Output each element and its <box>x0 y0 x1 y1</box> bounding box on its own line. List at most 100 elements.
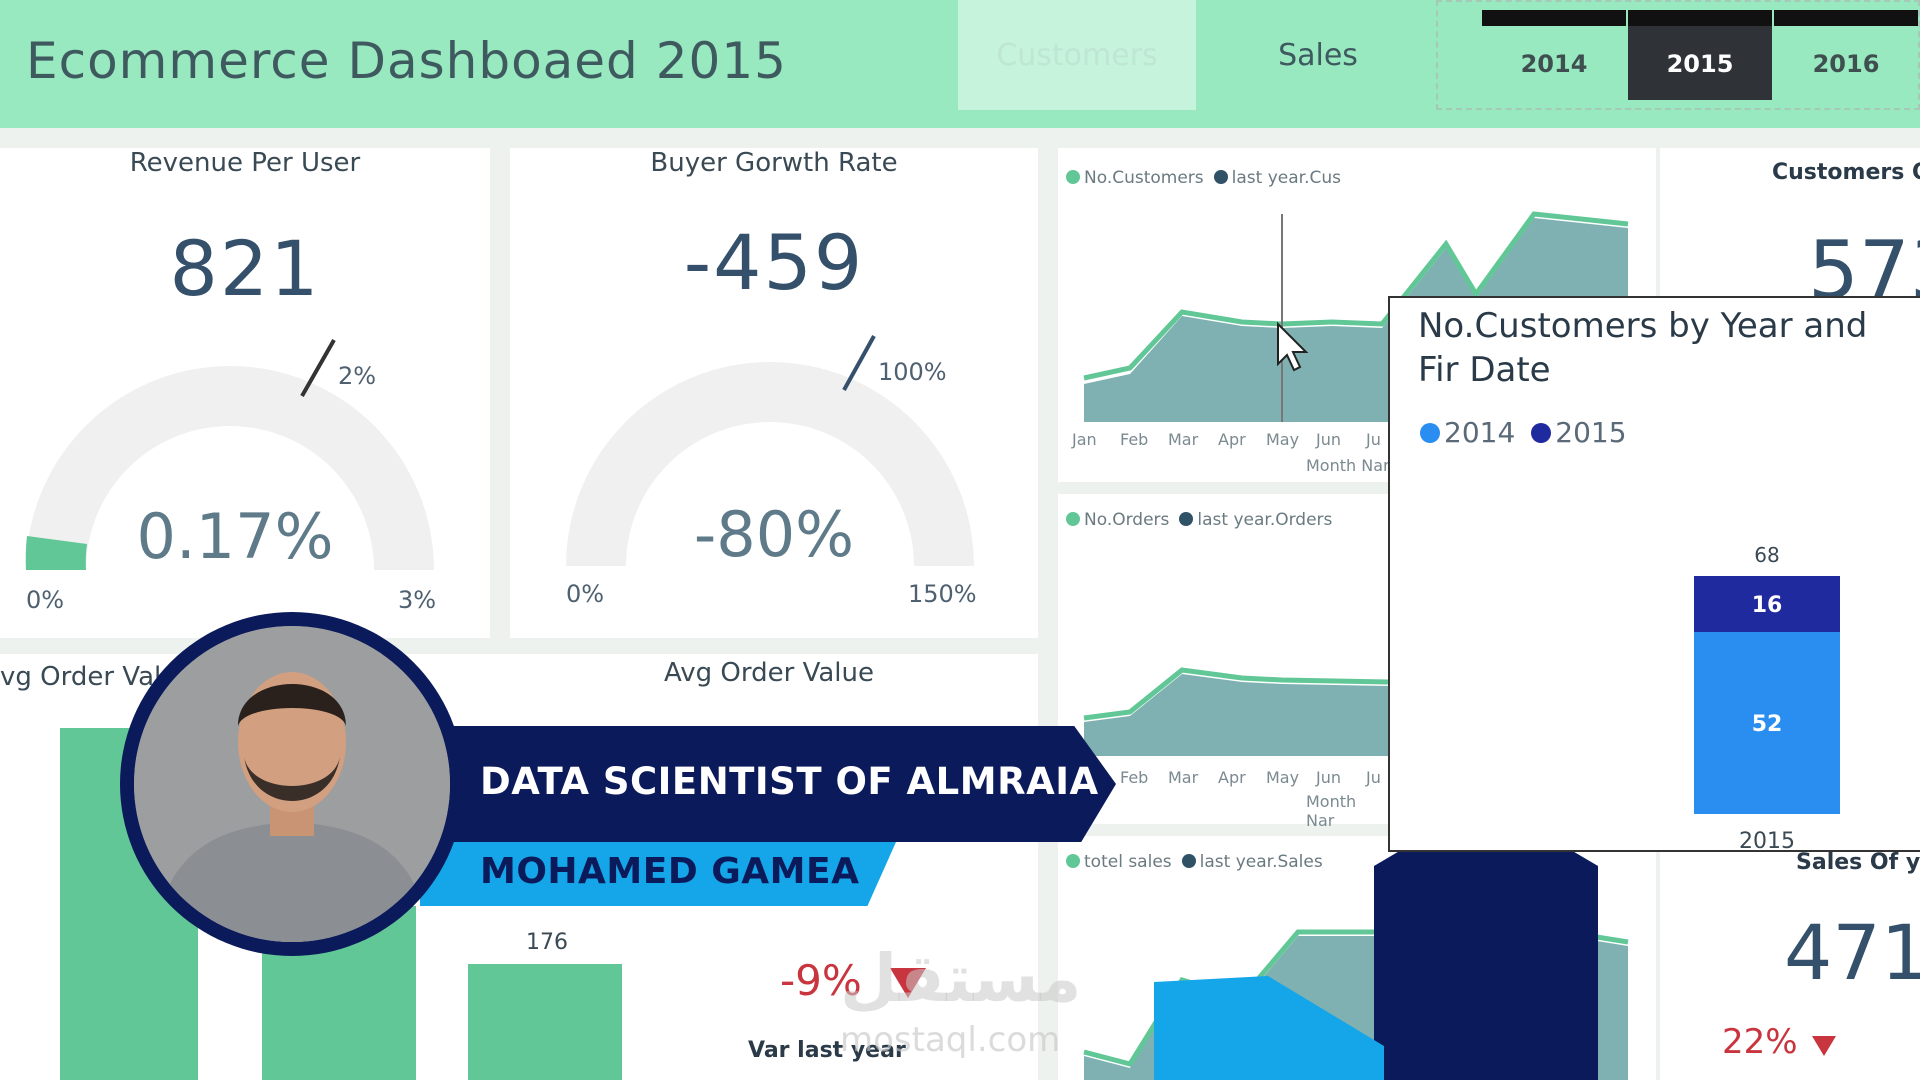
x-tick-label: Ju <box>1366 430 1381 449</box>
down-triangle-icon <box>1812 1036 1836 1056</box>
gauge-track <box>566 362 974 566</box>
buyer-growth-value: -459 <box>683 218 865 307</box>
legend-item: 2014 <box>1420 416 1515 449</box>
revenue-per-user-value: 821 <box>169 224 321 313</box>
x-axis-title: Month Nar <box>1306 456 1390 475</box>
watermark-arabic: مستقل <box>840 940 1082 1017</box>
chart-legend: totel sales last year.Sales <box>1066 852 1323 872</box>
area-series <box>1084 674 1388 756</box>
x-tick-label: May <box>1266 768 1300 787</box>
tab-customers[interactable]: Customers <box>958 0 1196 110</box>
down-triangle-icon <box>890 968 926 998</box>
x-tick-label: Apr <box>1218 768 1246 787</box>
card-title: Avg Order Value <box>664 658 874 688</box>
sales-chart-card: totel sales last year.Sales <box>1058 800 1656 1080</box>
legend-item: last year.Orders <box>1179 510 1332 530</box>
legend-item: No.Customers <box>1066 168 1204 188</box>
x-tick-label: Feb <box>1120 430 1149 449</box>
x-tick-label: Apr <box>1218 430 1246 449</box>
gauge-target-label: 2% <box>338 362 377 390</box>
gauge-track <box>26 366 434 570</box>
tab-sales[interactable]: Sales <box>1278 37 1358 73</box>
sales-kpi-card: Sales Of ye 471 22% <box>1660 836 1920 1080</box>
year-slicer: 2014 2015 2016 <box>1436 0 1920 110</box>
legend-dot <box>1181 854 1196 868</box>
chart-legend: No.Orders last year.Orders <box>1066 510 1332 530</box>
bar-label: 176 <box>526 930 568 955</box>
gauge-fill <box>25 536 87 570</box>
legend-item: last year.Sales <box>1181 852 1323 872</box>
tooltip-title: No.Customers by Year and Fir Date <box>1418 306 1868 390</box>
buyer-growth-gauge <box>566 335 974 566</box>
x-tick-label: Mar <box>1168 768 1199 787</box>
x-tick-label: May <box>1266 430 1300 449</box>
presenter-role-banner <box>420 726 1116 842</box>
avatar <box>134 626 450 942</box>
gauge-target-label: 100% <box>878 358 947 386</box>
legend-dot <box>1213 170 1228 184</box>
gauge-percent: -80% <box>693 498 855 571</box>
tooltip-bar-chart: 52 16 68 2015 <box>1694 543 1840 854</box>
bar-segment-2015 <box>1694 576 1840 632</box>
x-category-label: 2015 <box>1739 829 1795 854</box>
x-tick-label: Ju <box>1366 768 1381 787</box>
revenue-gauge <box>25 339 434 570</box>
bar-total-label: 68 <box>1754 543 1779 567</box>
sales-area-plot <box>1083 800 1629 1080</box>
watermark-latin: mostaql.com <box>840 1020 1061 1060</box>
legend-item: totel sales <box>1066 852 1172 872</box>
customers-tooltip: No.Customers by Year and Fir Date 2014 2… <box>1388 296 1920 854</box>
cursor-icon <box>1277 321 1309 372</box>
x-tick-label: Feb <box>1120 768 1149 787</box>
sales-kpi-title: Sales Of ye <box>1796 850 1920 875</box>
x-tick-label: Jan <box>1072 430 1097 449</box>
buyer-growth-card: Buyer Gorwth Rate -459 100% -80% 0% 150% <box>510 148 1038 638</box>
sales-kpi-value: 471 <box>1784 908 1920 997</box>
avg-order-change-label: Var last year <box>748 1038 906 1063</box>
hexagon-decor-light <box>1154 976 1384 1080</box>
hexagon-decor-dark <box>1374 800 1598 1080</box>
gauge-max-label: 150% <box>908 580 977 608</box>
dashboard-title: Ecommerce Dashboaed 2015 <box>26 32 787 90</box>
presenter-name: MOHAMED GAMEA <box>480 851 860 892</box>
legend-dot <box>1179 512 1194 526</box>
legend-dot <box>1066 854 1080 868</box>
legend-dot <box>1531 423 1552 443</box>
presenter-name-banner <box>420 842 896 906</box>
x-axis-title: Month Nar <box>1306 792 1357 830</box>
year-button-2014[interactable]: 2014 <box>1482 10 1626 100</box>
presenter-role: DATA SCIENTIST OF ALMRAIA <box>480 760 1099 803</box>
tooltip-legend: 2014 2015 <box>1420 416 1627 449</box>
year-button-2015[interactable]: 2015 <box>1628 10 1772 100</box>
customers-kpi-card: Customers Of 573 <box>1660 148 1920 317</box>
chart-legend: No.Customers last year.Cus <box>1066 168 1341 188</box>
legend-item: No.Orders <box>1066 510 1169 530</box>
gauge-target-line <box>842 335 876 391</box>
sales-kpi-change: 22% <box>1722 1022 1798 1062</box>
card-title: Revenue Per User <box>129 148 361 178</box>
gauge-min-label: 0% <box>26 586 65 614</box>
avg-order-change: -9% <box>780 956 862 1005</box>
orders-area-plot <box>1083 667 1389 756</box>
line-series-current <box>1083 667 1389 721</box>
legend-item: 2015 <box>1531 416 1627 449</box>
person-icon <box>134 626 450 942</box>
bar-segment-label-2015: 16 <box>1752 593 1783 618</box>
bar-segment-label-2014: 52 <box>1752 712 1783 737</box>
header-bar: Ecommerce Dashboaed 2015 Customers Sales… <box>0 0 1920 128</box>
x-tick-label: Jun <box>1316 430 1341 449</box>
x-tick-label: Jun <box>1316 768 1341 787</box>
card-title: Buyer Gorwth Rate <box>650 148 898 178</box>
bar-segment-2014 <box>1694 632 1840 814</box>
year-button-2016[interactable]: 2016 <box>1774 10 1918 100</box>
gauge-target-line <box>300 339 336 397</box>
revenue-per-user-card: Revenue Per User 821 2% 0.17% 0% 3% <box>0 148 490 638</box>
x-tick-label: Mar <box>1168 430 1199 449</box>
legend-dot <box>1066 512 1080 526</box>
legend-dot <box>1066 170 1080 184</box>
gauge-percent: 0.17% <box>136 500 334 573</box>
legend-dot <box>1420 423 1440 443</box>
legend-item: last year.Cus <box>1213 168 1341 188</box>
gauge-min-label: 0% <box>566 580 605 608</box>
customers-kpi-title: Customers Of <box>1772 160 1920 185</box>
